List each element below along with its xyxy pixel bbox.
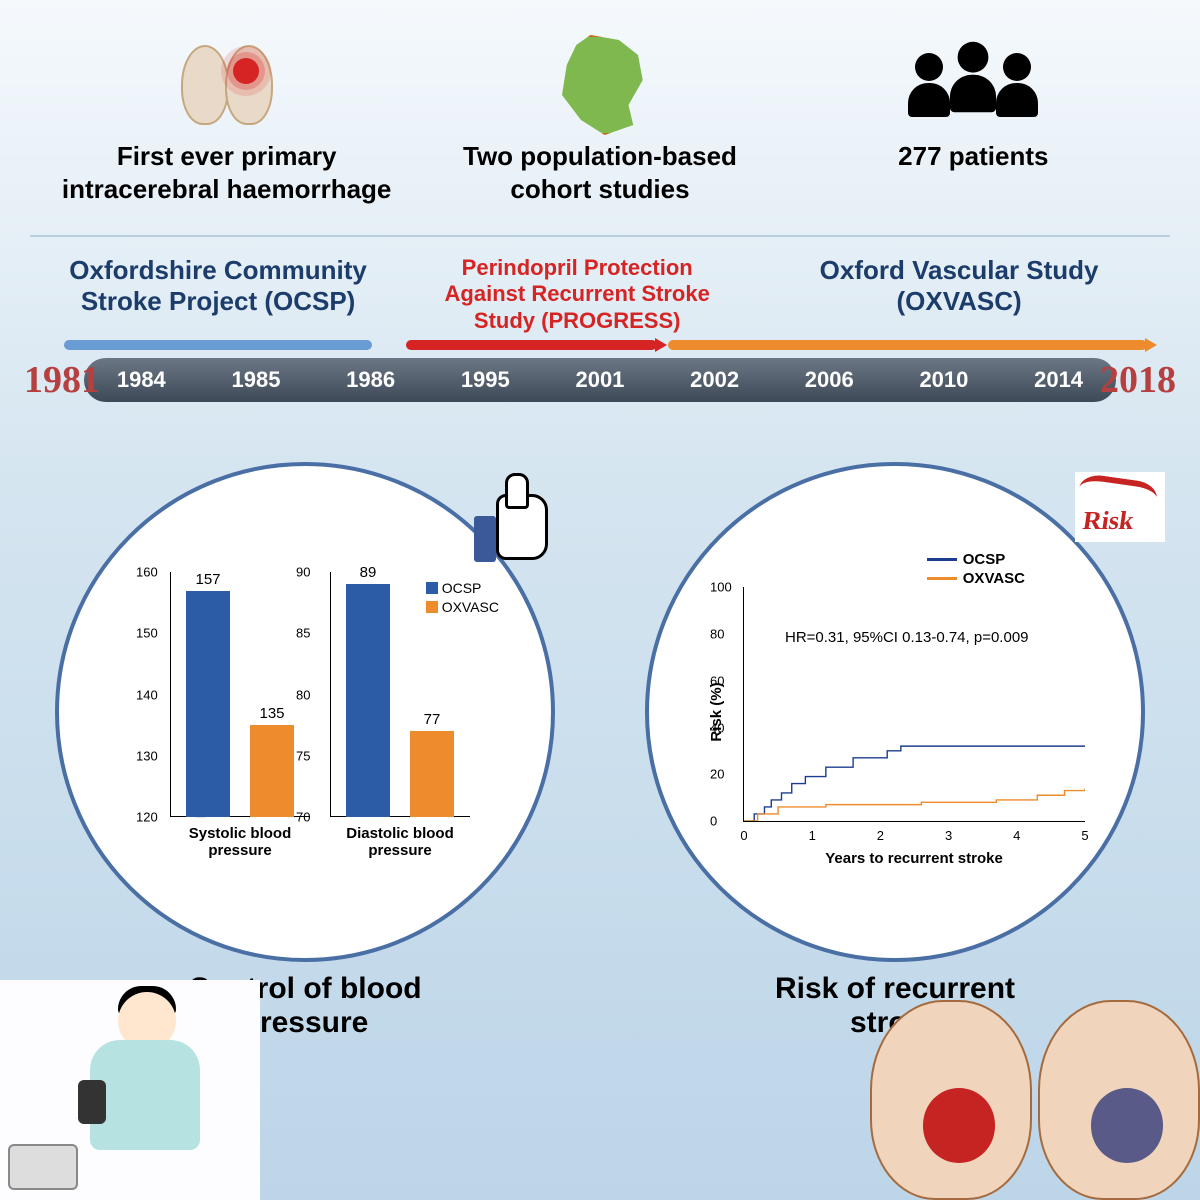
bp-x-label: Diastolic blood pressure — [330, 817, 470, 860]
bp-measurement-illustration — [0, 980, 260, 1200]
bp-bar-oxvasc: 135 — [250, 725, 294, 817]
risk-legend: OCSP OXVASC — [927, 551, 1025, 589]
bp-bar-chart: Mean BP at follow-up (mmHg) 120130140150… — [115, 562, 495, 862]
bp-ytick: 70 — [296, 810, 310, 825]
timeline-tick: 2002 — [690, 367, 739, 393]
brain-hemorrhage-icon — [177, 40, 277, 130]
risk-legend-item: OXVASC — [927, 570, 1025, 587]
top-label-3: 277 patients — [789, 140, 1159, 173]
study-label-ocsp: Oxfordshire Community Stroke Project (OC… — [30, 255, 406, 334]
risk-xtick: 3 — [945, 828, 952, 843]
risk-xtick: 5 — [1081, 828, 1088, 843]
bp-circle: Mean BP at follow-up (mmHg) 120130140150… — [55, 462, 555, 962]
risk-ytick: 0 — [710, 814, 717, 829]
bp-bar-value: 135 — [250, 705, 294, 722]
timeline-tick: 2006 — [805, 367, 854, 393]
timeline-start: 1981 — [24, 358, 100, 402]
risk-line-ocsp — [744, 746, 1085, 821]
bp-ytick: 90 — [296, 565, 310, 580]
risk-xtick: 1 — [809, 828, 816, 843]
timeline-end: 2018 — [1100, 358, 1176, 402]
bp-bar-oxvasc: 77 — [410, 731, 454, 817]
bp-ytick: 120 — [136, 810, 158, 825]
bp-ytick: 75 — [296, 748, 310, 763]
risk-circle: Risk OCSPOXVASC Risk (%) 020406080100012… — [645, 462, 1145, 962]
study-bar-ocsp — [64, 340, 372, 350]
timeline-tick: 2010 — [919, 367, 968, 393]
risk-axes: 020406080100012345 — [743, 587, 1085, 822]
risk-ytick: 80 — [710, 626, 724, 641]
timeline: Oxfordshire Community Stroke Project (OC… — [0, 255, 1200, 442]
top-label-1: First ever primary intracerebral haemorr… — [42, 140, 412, 205]
timeline-tick: 2001 — [575, 367, 624, 393]
risk-line-chart: OCSPOXVASC Risk (%) 020406080100012345 H… — [695, 557, 1095, 867]
risk-x-label: Years to recurrent stroke — [743, 850, 1085, 867]
risk-down-icon: Risk — [1075, 472, 1165, 542]
study-label-oxvasc: Oxford Vascular Study (OXVASC) — [748, 255, 1170, 334]
bp-x-label: Systolic blood pressure — [170, 817, 310, 860]
circles-row: Mean BP at follow-up (mmHg) 120130140150… — [0, 442, 1200, 1040]
top-label-2: Two population-based cohort studies — [415, 140, 785, 205]
study-label-progress: Perindopril Protection Against Recurrent… — [406, 255, 748, 334]
bp-bar-value: 89 — [346, 564, 390, 581]
bp-ytick: 150 — [136, 626, 158, 641]
left-circle-wrap: Mean BP at follow-up (mmHg) 120130140150… — [55, 462, 555, 1040]
bp-bar-value: 77 — [410, 711, 454, 728]
bp-bar-ocsp: 157 — [186, 591, 230, 818]
bp-ytick: 130 — [136, 748, 158, 763]
risk-stat-text: HR=0.31, 95%CI 0.13-0.74, p=0.009 — [785, 629, 1029, 646]
timeline-tick: 2014 — [1034, 367, 1083, 393]
thumbs-up-icon — [466, 476, 561, 571]
bp-bar-value: 157 — [186, 571, 230, 588]
risk-line-oxvasc — [744, 788, 1085, 821]
section-divider — [30, 235, 1170, 237]
people-group-icon — [908, 45, 1038, 125]
bp-legend: OCSP OXVASC — [426, 580, 499, 618]
bp-ytick: 160 — [136, 565, 158, 580]
timeline-tick: 1985 — [232, 367, 281, 393]
study-bar-progress — [406, 340, 657, 350]
risk-xtick: 2 — [877, 828, 884, 843]
oxfordshire-map-icon — [552, 35, 647, 135]
timeline-tick: 1986 — [346, 367, 395, 393]
study-bar-oxvasc — [668, 340, 1147, 350]
brain-lesion-illustration — [870, 1000, 1200, 1200]
top-item-patients: 277 patients — [789, 30, 1159, 173]
header-row: First ever primary intracerebral haemorr… — [0, 0, 1200, 225]
bp-ytick: 85 — [296, 626, 310, 641]
bp-legend-item: OXVASC — [426, 599, 499, 615]
risk-ytick: 40 — [710, 720, 724, 735]
bp-legend-item: OCSP — [426, 580, 499, 596]
risk-lines-svg — [744, 587, 1085, 821]
timeline-tick: 1984 — [117, 367, 166, 393]
risk-legend-item: OCSP — [927, 551, 1025, 568]
bp-bar-ocsp: 89 — [346, 584, 390, 817]
timeline-bar: 1981 2018 198419851986199520012002200620… — [84, 358, 1116, 402]
risk-ytick: 20 — [710, 767, 724, 782]
bp-panel-systolic: 120130140150160157135Systolic blood pres… — [170, 572, 310, 817]
risk-ytick: 100 — [710, 580, 732, 595]
timeline-tick: 1995 — [461, 367, 510, 393]
top-item-hemorrhage: First ever primary intracerebral haemorr… — [42, 30, 412, 205]
risk-xtick: 4 — [1013, 828, 1020, 843]
right-circle-wrap: Risk OCSPOXVASC Risk (%) 020406080100012… — [645, 462, 1145, 1040]
risk-ytick: 60 — [710, 673, 724, 688]
top-item-cohorts: Two population-based cohort studies — [415, 30, 785, 205]
risk-xtick: 0 — [740, 828, 747, 843]
bp-ytick: 140 — [136, 687, 158, 702]
bp-ytick: 80 — [296, 687, 310, 702]
